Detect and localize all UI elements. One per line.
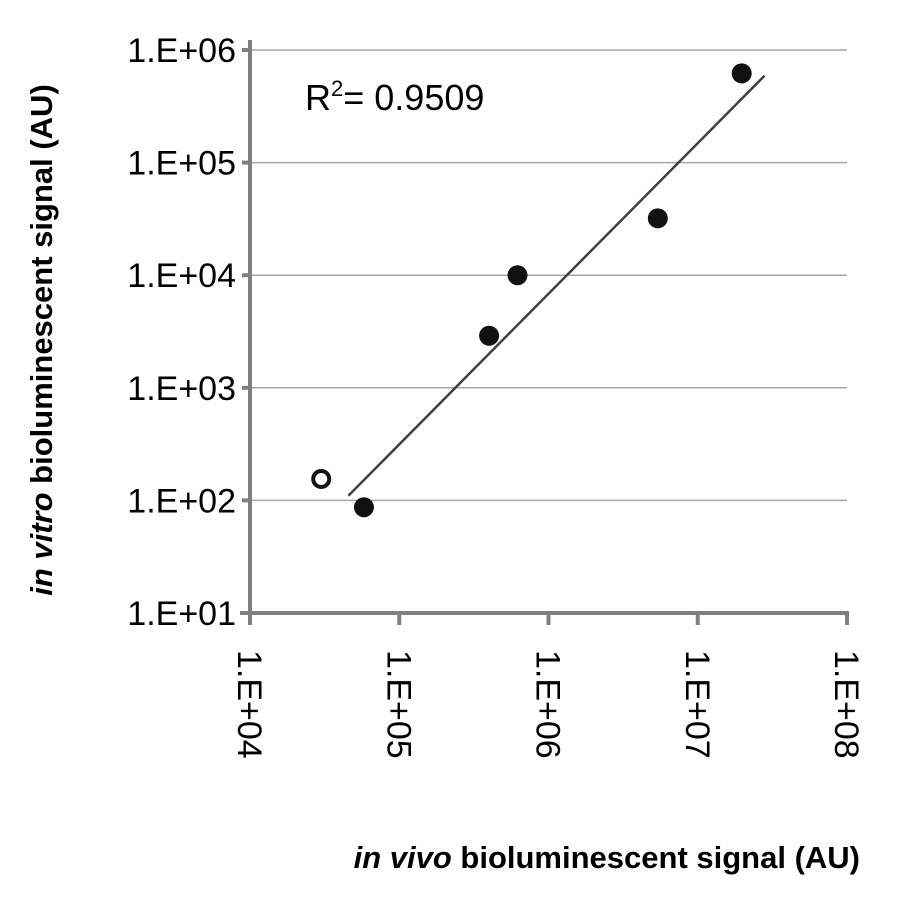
x-tick-label: 1.E+05 xyxy=(379,650,417,759)
trendline xyxy=(347,74,766,497)
data-point xyxy=(353,497,374,518)
y-tick-label: 1.E+01 xyxy=(127,595,236,633)
x-tick-labels: 1.E+04 1.E+05 1.E+06 1.E+07 1.E+08 xyxy=(230,650,865,759)
data-point xyxy=(479,325,500,346)
y-axis-title: in vitro bioluminescent signal (AU) xyxy=(24,84,59,596)
x-axis-title: in vivo bioluminescent signal (AU) xyxy=(354,840,860,875)
data-point xyxy=(507,265,528,286)
y-tick-label: 1.E+03 xyxy=(127,370,236,408)
data-point-open xyxy=(311,468,332,489)
data-point xyxy=(731,63,752,84)
x-tick-label: 1.E+06 xyxy=(529,650,567,759)
x-tick-label: 1.E+08 xyxy=(827,650,865,759)
x-tick-label: 1.E+07 xyxy=(678,650,716,759)
y-tick-labels: 1.E+01 1.E+02 1.E+03 1.E+04 1.E+05 1.E+06 xyxy=(127,32,236,633)
r-squared-annotation: R2= 0.9509 xyxy=(305,76,484,118)
y-tick-label: 1.E+06 xyxy=(127,32,236,70)
gridlines xyxy=(250,49,847,502)
y-tick-label: 1.E+05 xyxy=(127,145,236,183)
y-tick-label: 1.E+04 xyxy=(127,257,236,295)
axes xyxy=(240,40,849,625)
data-points xyxy=(311,63,752,518)
y-tick-label: 1.E+02 xyxy=(127,482,236,520)
data-point xyxy=(647,208,668,229)
x-tick-label: 1.E+04 xyxy=(230,650,268,759)
